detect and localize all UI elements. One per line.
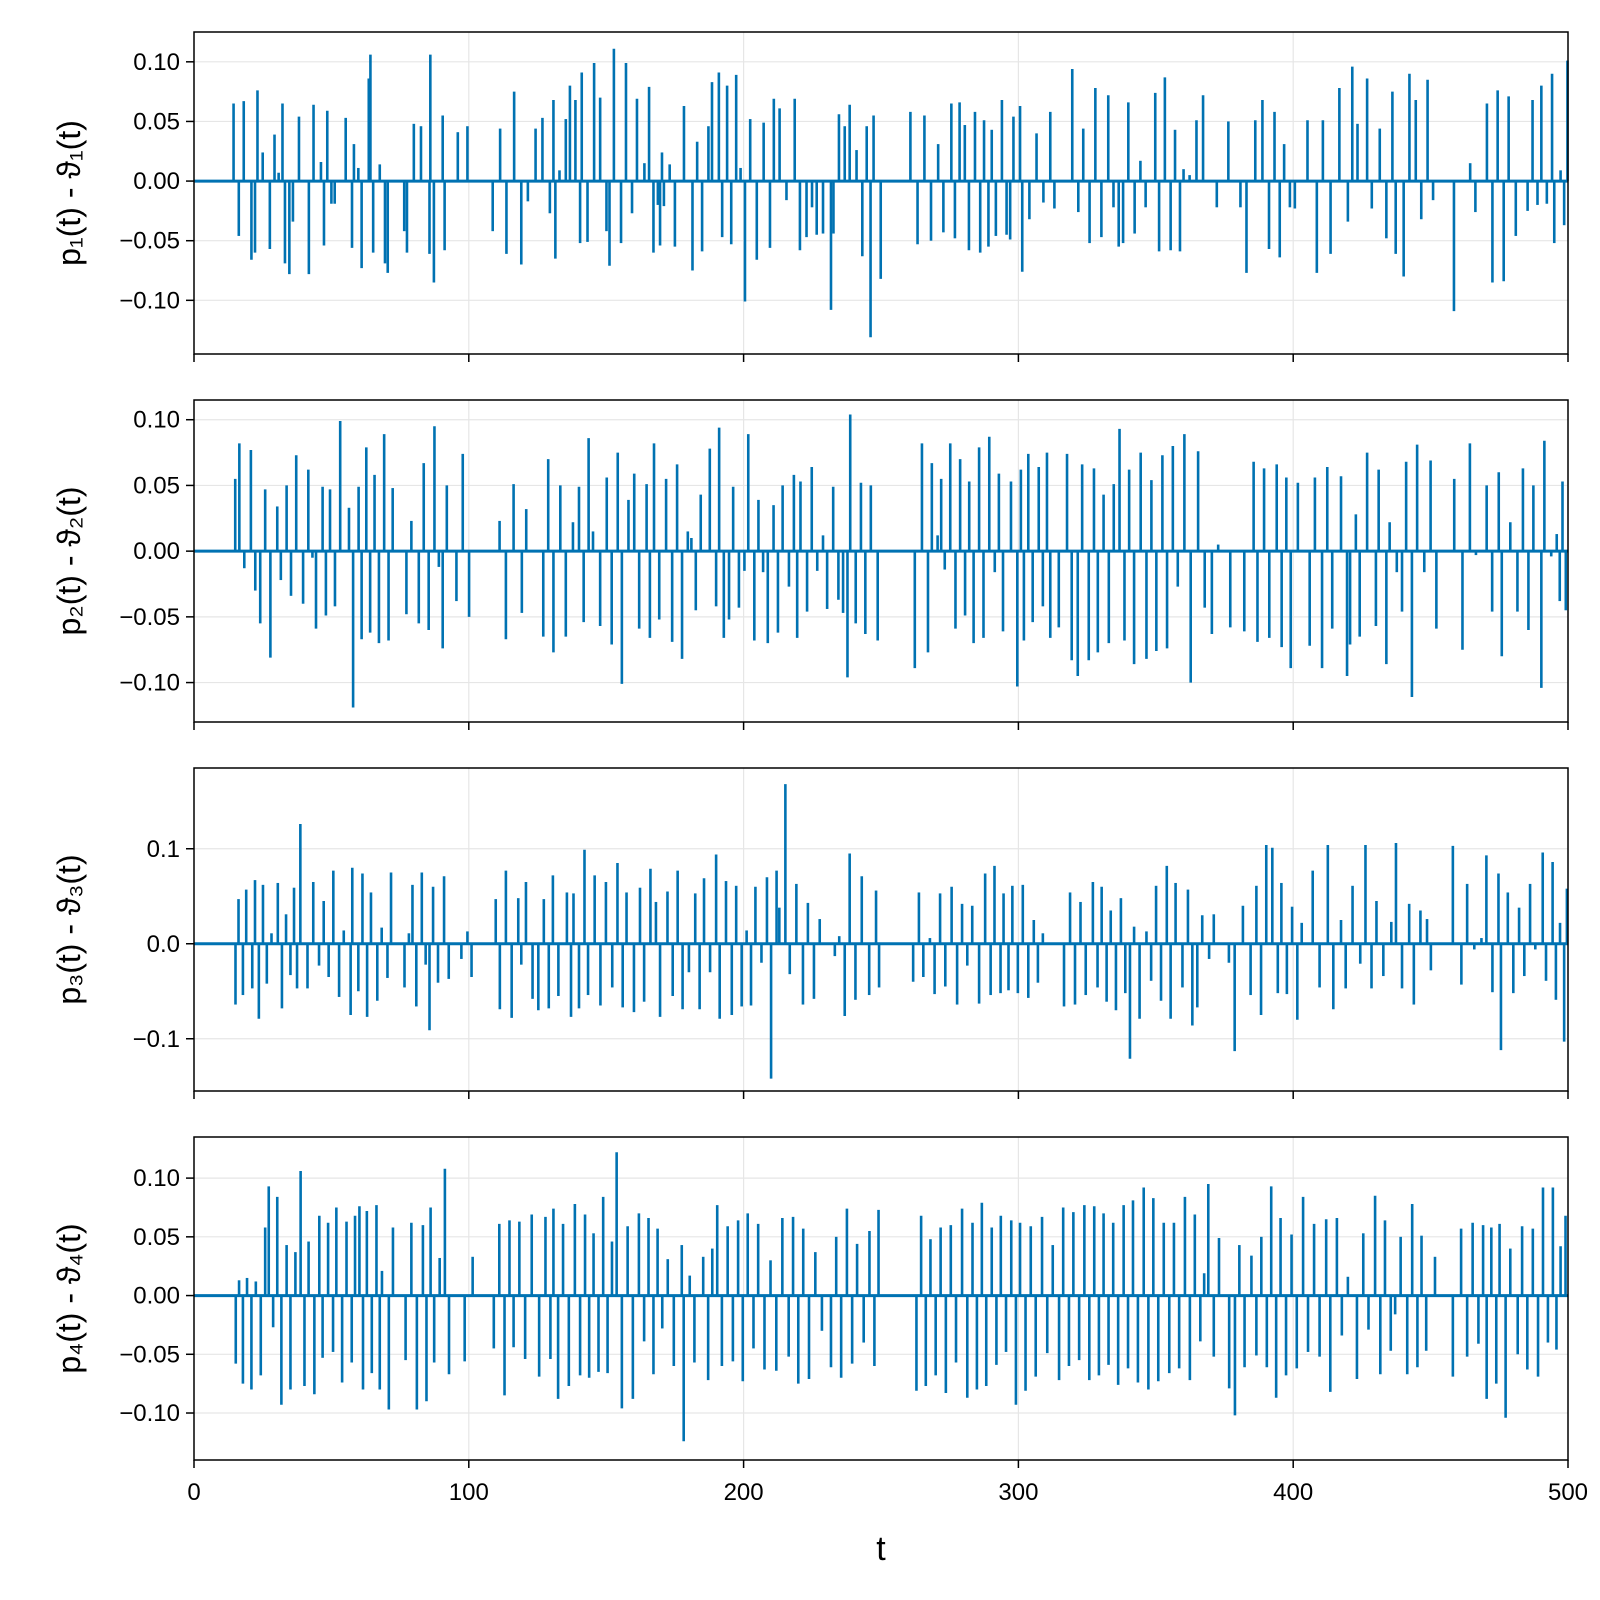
y-axis-label: p₁(t) - ϑ₁(t)	[51, 120, 87, 266]
panel-frame	[193, 1136, 1569, 1461]
y-axis-label: p₂(t) - ϑ₂(t)	[51, 487, 87, 636]
y-tick-label: 0.00	[133, 1283, 180, 1310]
y-tick-label: −0.05	[119, 604, 180, 631]
y-tick-label: −0.05	[119, 1341, 180, 1368]
y-tick-label: 0.10	[133, 49, 180, 76]
panel-2: 0.10 0.05 0.00 −0.05 −0.10 p₂(t) - ϑ₂(t)	[51, 399, 1569, 730]
x-tick-label: 500	[1548, 1479, 1588, 1506]
x-tick-label: 0	[187, 1479, 200, 1506]
x-tick-label: 400	[1273, 1479, 1313, 1506]
panel-frame	[193, 767, 1569, 1092]
y-tick-label: −0.10	[119, 1400, 180, 1427]
y-tick-label: 0.00	[133, 168, 180, 195]
y-axis-label: p₄(t) - ϑ₄(t)	[51, 1223, 87, 1373]
y-tick-label: 0.05	[133, 1224, 180, 1251]
y-tick-label: 0.1	[147, 836, 180, 863]
y-tick-label: −0.05	[119, 228, 180, 255]
y-axis-label: p₃(t) - ϑ₃(t)	[51, 854, 87, 1004]
panel-3: 0.1 0.0 −0.1 p₃(t) - ϑ₃(t)	[51, 767, 1569, 1099]
panel-frame	[193, 399, 1569, 723]
x-axis-label: t	[876, 1530, 886, 1568]
y-tick-label: −0.10	[119, 287, 180, 314]
y-tick-label: 0.0	[147, 931, 180, 958]
y-tick-label: −0.1	[133, 1026, 180, 1053]
panel-1: 0.10 0.05 0.00 −0.05 −0.10 p₁(t) - ϑ₁(t)	[51, 31, 1569, 362]
y-tick-label: 0.10	[133, 1165, 180, 1192]
y-tick-label: 0.05	[133, 108, 180, 135]
y-tick-label: −0.10	[119, 670, 180, 697]
x-tick-label: 100	[449, 1479, 489, 1506]
y-tick-label: 0.10	[133, 407, 180, 434]
y-tick-label: 0.00	[133, 538, 180, 565]
panel-4: 0.10 0.05 0.00 −0.05 −0.10 0 100 200 300 400 500 p₄…	[51, 1136, 1588, 1506]
panel-frame	[193, 31, 1569, 355]
x-tick-label: 200	[724, 1479, 764, 1506]
y-tick-label: 0.05	[133, 472, 180, 499]
x-tick-label: 300	[998, 1479, 1038, 1506]
